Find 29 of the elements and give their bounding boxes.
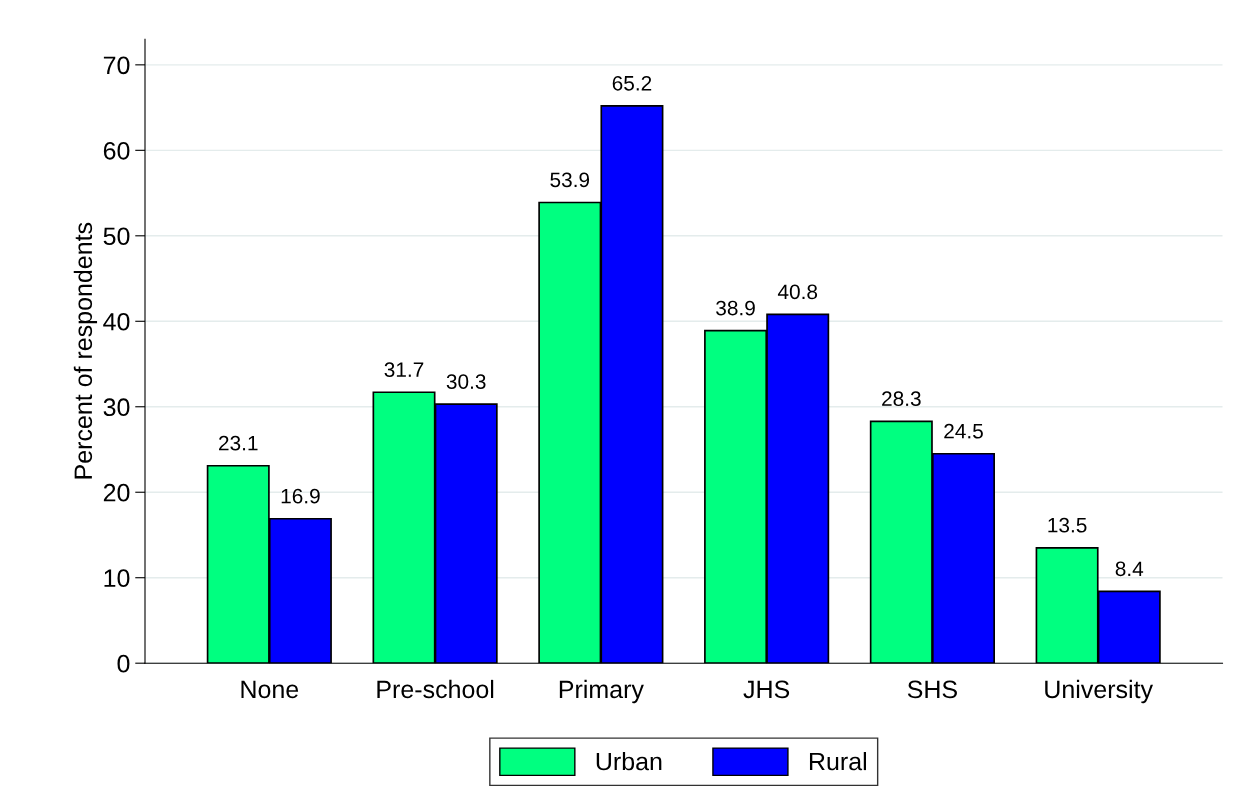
data-label: 24.5 (944, 423, 983, 439)
data-label: 8.4 (1115, 561, 1144, 577)
legend-label: Urban (596, 751, 662, 771)
data-label: 38.9 (716, 300, 755, 316)
data-label: 53.9 (550, 172, 590, 188)
y-tick-label: 50 (103, 227, 130, 246)
data-label: 65.2 (612, 75, 652, 91)
data-label: 16.9 (281, 488, 320, 504)
data-label: 30.3 (446, 374, 486, 389)
data-label: 40.8 (777, 284, 818, 300)
y-axis-title: Percent of respondents (73, 222, 98, 479)
y-tick-label: 20 (103, 483, 130, 502)
data-label: 23.1 (219, 435, 258, 451)
y-tick-label: 60 (103, 141, 130, 160)
y-tick-label: 40 (103, 312, 130, 331)
y-tick-label: 10 (104, 569, 130, 588)
data-label: 13.5 (1048, 517, 1087, 533)
x-tick-label: SHS (907, 680, 957, 699)
x-tick-label: Primary (559, 679, 644, 704)
legend-label: Rural (809, 751, 866, 771)
y-tick-label: 70 (103, 56, 130, 75)
y-tick-label: 0 (117, 654, 130, 673)
data-label: 31.7 (384, 362, 424, 377)
x-tick-label: Pre-school (377, 679, 494, 699)
x-tick-label: JHS (743, 680, 790, 699)
x-tick-label: University (1045, 679, 1153, 704)
data-label: 28.3 (882, 391, 921, 407)
x-tick-label: None (241, 680, 299, 699)
y-tick-label: 30 (103, 398, 130, 417)
